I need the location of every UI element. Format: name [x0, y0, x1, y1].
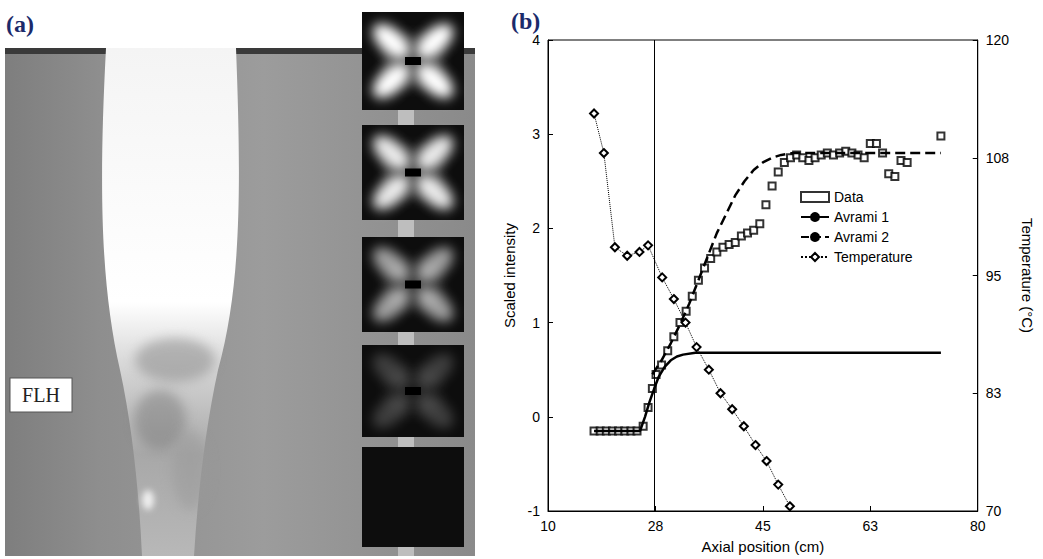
svg-text:-1: -1	[528, 503, 541, 519]
svg-text:(a): (a)	[6, 11, 34, 37]
svg-text:3: 3	[532, 126, 540, 142]
svg-text:10: 10	[540, 518, 556, 534]
svg-text:Data: Data	[834, 189, 864, 205]
svg-text:108: 108	[986, 150, 1010, 166]
svg-text:70: 70	[986, 503, 1002, 519]
svg-text:Avrami 2: Avrami 2	[834, 229, 889, 245]
svg-text:45: 45	[755, 518, 771, 534]
svg-text:FLH: FLH	[22, 384, 60, 406]
svg-text:Temperature (°C): Temperature (°C)	[1019, 218, 1036, 333]
svg-text:2: 2	[532, 220, 540, 236]
svg-text:Avrami 1: Avrami 1	[834, 209, 889, 225]
svg-text:95: 95	[986, 268, 1002, 284]
svg-text:28: 28	[648, 518, 664, 534]
svg-text:1: 1	[532, 315, 540, 331]
svg-text:0: 0	[532, 409, 540, 425]
svg-text:4: 4	[532, 32, 540, 48]
svg-text:63: 63	[863, 518, 879, 534]
svg-text:80: 80	[970, 518, 986, 534]
svg-text:83: 83	[986, 385, 1002, 401]
svg-text:Axial position (cm): Axial position (cm)	[702, 538, 825, 555]
svg-text:Scaled intensity: Scaled intensity	[501, 222, 518, 328]
svg-text:(b): (b)	[511, 8, 540, 34]
svg-text:Temperature: Temperature	[834, 249, 913, 265]
svg-text:120: 120	[986, 32, 1010, 48]
